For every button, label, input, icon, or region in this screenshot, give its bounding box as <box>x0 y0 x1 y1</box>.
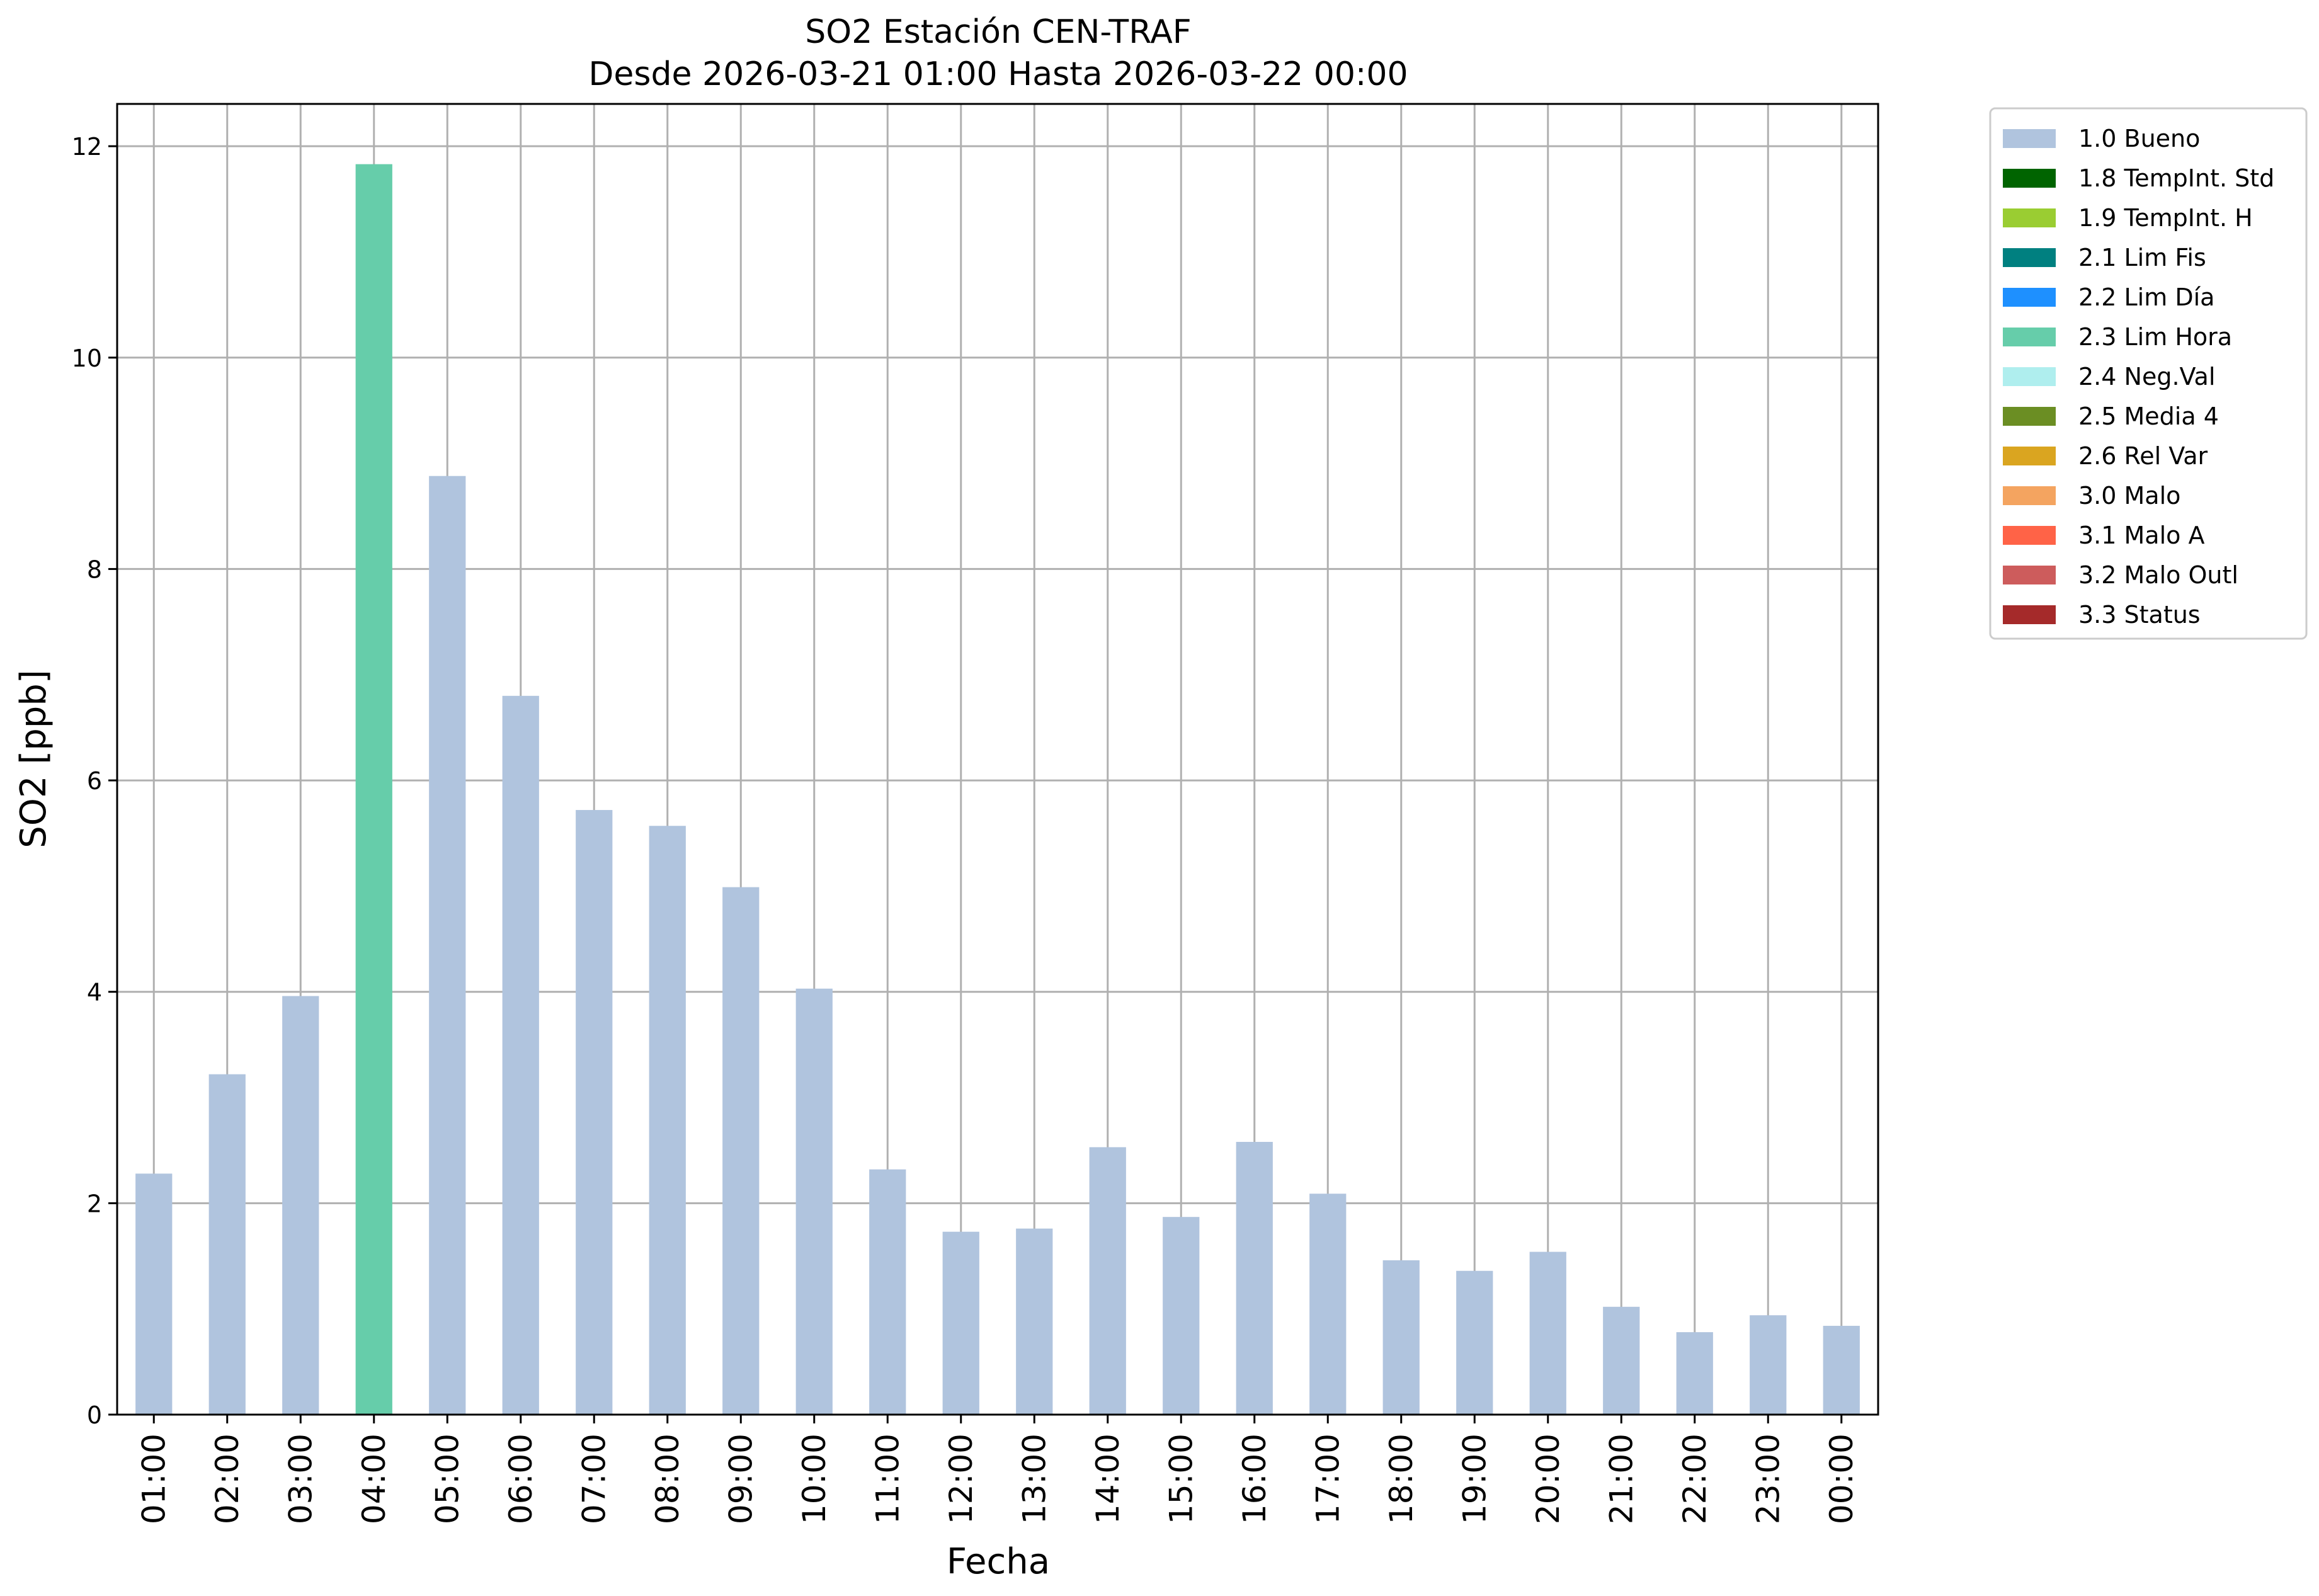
x-tick-label: 08:00 <box>649 1434 686 1524</box>
legend-label: 2.4 Neg.Val <box>2078 363 2215 390</box>
bar <box>1823 1326 1860 1415</box>
legend-label: 3.0 Malo <box>2078 482 2180 510</box>
bar <box>355 164 392 1415</box>
bar <box>1676 1332 1713 1415</box>
bar <box>282 996 319 1415</box>
legend-swatch <box>2003 208 2056 227</box>
bar <box>1163 1217 1200 1415</box>
x-tick-label: 22:00 <box>1677 1434 1713 1524</box>
x-tick-label: 19:00 <box>1456 1434 1493 1524</box>
x-tick-label: 10:00 <box>796 1434 833 1524</box>
legend-swatch <box>2003 526 2056 545</box>
legend: 1.0 Bueno 1.8 TempInt. Std 1.9 TempInt. H 2… <box>1989 107 2308 640</box>
plot-frame <box>116 103 1879 1416</box>
bar <box>795 988 833 1415</box>
legend-items: 1.0 Bueno 1.8 TempInt. Std 1.9 TempInt. H 2… <box>2003 125 2274 629</box>
x-axis: 01:00 02:00 03:00 04:00 05:00 06:00 07:00 08:00… <box>135 1415 1860 1524</box>
x-tick-label: 20:00 <box>1530 1434 1566 1524</box>
legend-label: 1.0 Bueno <box>2078 125 2200 152</box>
bar <box>1456 1270 1493 1415</box>
legend-label: 2.2 Lim Día <box>2078 283 2214 311</box>
x-tick-label: 15:00 <box>1163 1434 1199 1524</box>
bar <box>1529 1251 1566 1415</box>
x-tick-label: 04:00 <box>356 1434 392 1524</box>
legend-label: 2.1 Lim Fis <box>2078 244 2206 271</box>
legend-label: 1.8 TempInt. Std <box>2078 164 2274 192</box>
x-tick-label: 17:00 <box>1309 1434 1346 1524</box>
x-tick-label: 09:00 <box>722 1434 759 1524</box>
bar <box>1236 1142 1273 1415</box>
legend-label: 3.3 Status <box>2078 601 2201 629</box>
bar <box>649 826 686 1415</box>
legend-swatch <box>2003 486 2056 505</box>
x-tick-label: 23:00 <box>1750 1434 1786 1524</box>
x-tick-label: 02:00 <box>209 1434 246 1524</box>
bar <box>869 1169 906 1415</box>
x-axis-label: Fecha <box>947 1541 1050 1582</box>
bar <box>722 887 760 1415</box>
x-tick-label: 18:00 <box>1383 1434 1420 1524</box>
y-tick-label: 2 <box>87 1190 102 1217</box>
x-tick-label: 14:00 <box>1090 1434 1126 1524</box>
bar <box>208 1074 246 1415</box>
x-tick-label: 06:00 <box>503 1434 539 1524</box>
y-axis: 0 2 4 6 8 10 12 <box>72 133 117 1429</box>
x-tick-label: 16:00 <box>1236 1434 1273 1524</box>
bar <box>502 695 539 1415</box>
legend-swatch <box>2003 605 2056 624</box>
bar <box>942 1231 979 1415</box>
legend-label: 2.6 Rel Var <box>2078 442 2208 470</box>
bar <box>576 810 613 1415</box>
x-tick-label: 13:00 <box>1016 1434 1052 1524</box>
bar <box>1382 1260 1420 1415</box>
legend-label: 3.1 Malo A <box>2078 522 2204 549</box>
legend-swatch <box>2003 328 2056 346</box>
legend-swatch <box>2003 288 2056 307</box>
bar <box>1603 1306 1640 1415</box>
y-tick-label: 12 <box>72 133 102 161</box>
y-tick-label: 10 <box>72 345 102 372</box>
x-tick-label: 21:00 <box>1603 1434 1639 1524</box>
x-tick-label: 12:00 <box>943 1434 979 1524</box>
y-tick-label: 8 <box>87 556 102 583</box>
legend-swatch <box>2003 129 2056 148</box>
y-tick-label: 6 <box>87 767 102 795</box>
y-tick-label: 0 <box>87 1401 102 1429</box>
legend-label: 3.2 Malo Outl <box>2078 561 2238 589</box>
legend-label: 1.9 TempInt. H <box>2078 204 2253 232</box>
bar <box>1309 1194 1347 1415</box>
bar <box>135 1173 173 1415</box>
x-tick-label: 11:00 <box>869 1434 906 1524</box>
x-tick-label: 05:00 <box>429 1434 465 1524</box>
legend-swatch <box>2003 248 2056 267</box>
y-tick-label: 4 <box>87 979 102 1006</box>
legend-swatch <box>2003 367 2056 386</box>
legend-label: 2.5 Media 4 <box>2078 402 2219 430</box>
legend-swatch <box>2003 566 2056 584</box>
x-tick-label: 01:00 <box>135 1434 172 1524</box>
bar <box>1750 1315 1787 1415</box>
x-tick-label: 00:00 <box>1823 1434 1860 1524</box>
y-axis-label: SO2 [ppb] <box>13 670 54 848</box>
chart-subtitle: Desde 2026-03-21 01:00 Hasta 2026-03-22 … <box>588 55 1408 93</box>
legend-swatch <box>2003 447 2056 465</box>
bars <box>135 164 1860 1415</box>
legend-swatch <box>2003 407 2056 426</box>
chart-title: SO2 Estación CEN-TRAF <box>805 13 1191 51</box>
bar <box>1089 1147 1126 1415</box>
bar <box>429 476 466 1415</box>
legend-frame <box>1989 107 2308 640</box>
x-tick-label: 03:00 <box>282 1434 319 1524</box>
legend-swatch <box>2003 169 2056 188</box>
legend-label: 2.3 Lim Hora <box>2078 323 2232 351</box>
bar <box>1016 1228 1053 1415</box>
x-tick-label: 07:00 <box>576 1434 612 1524</box>
